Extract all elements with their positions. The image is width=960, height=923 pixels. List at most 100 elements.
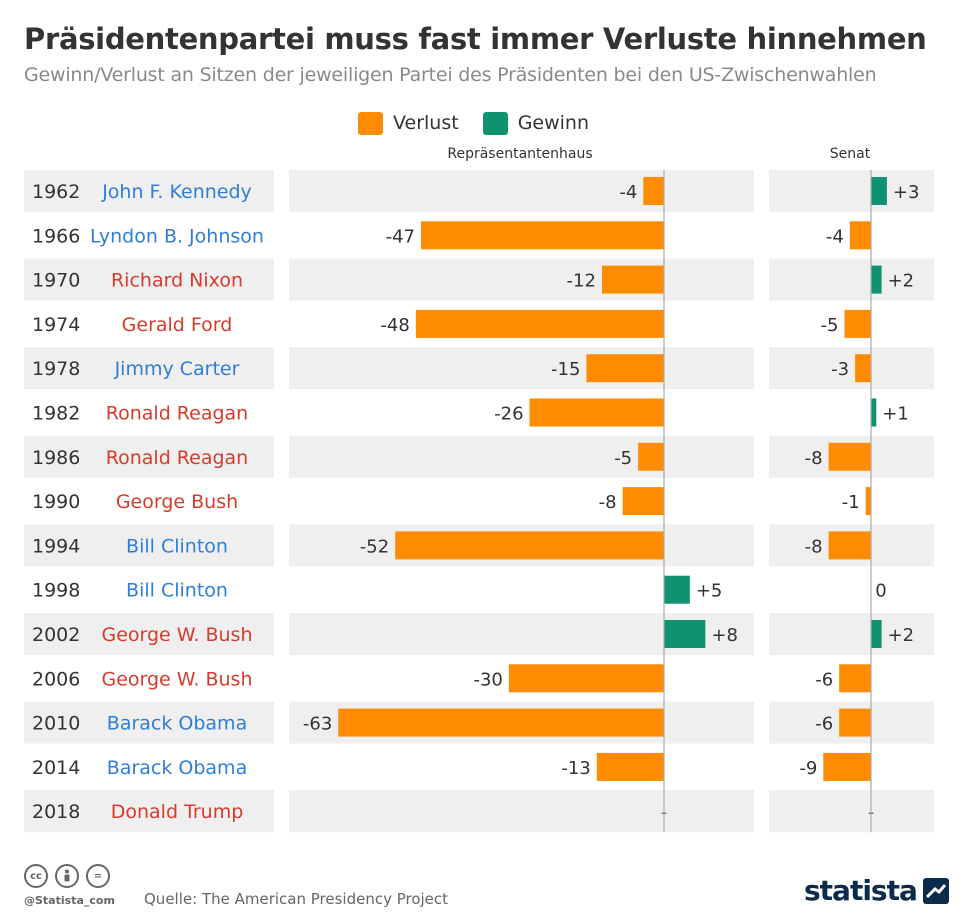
statista-logo-icon bbox=[922, 877, 949, 904]
president-label: Bill Clinton bbox=[126, 535, 228, 557]
legend-gain-label: Gewinn bbox=[517, 112, 590, 134]
house-value-label: +5 bbox=[696, 581, 723, 602]
senate-bar bbox=[871, 398, 877, 427]
president-label: John F. Kennedy bbox=[101, 181, 252, 203]
house-value-label: -48 bbox=[380, 315, 409, 336]
senate-band bbox=[769, 170, 934, 212]
senate-bar bbox=[839, 708, 871, 737]
senate-value-label: -4 bbox=[826, 226, 844, 247]
label-band bbox=[24, 790, 274, 833]
house-value-label: -47 bbox=[386, 226, 415, 247]
house-bar bbox=[664, 575, 690, 604]
label-band bbox=[24, 170, 274, 212]
senate-value-label: +2 bbox=[888, 271, 915, 292]
house-bar bbox=[529, 398, 664, 427]
senate-value-label: +3 bbox=[893, 182, 920, 203]
year-label: 1966 bbox=[32, 225, 80, 247]
senate-value-label: -8 bbox=[805, 448, 823, 469]
house-value-label: -30 bbox=[473, 669, 502, 690]
house-value-label: -12 bbox=[567, 271, 596, 292]
house-value-label: -63 bbox=[303, 714, 332, 735]
statista-handle: @Statista_com bbox=[24, 894, 115, 907]
person-icon bbox=[55, 864, 79, 888]
house-band bbox=[289, 435, 754, 478]
year-label: 1990 bbox=[32, 491, 80, 513]
statista-logo[interactable]: statista bbox=[804, 874, 949, 907]
house-band bbox=[289, 170, 754, 212]
year-label: 2018 bbox=[32, 801, 80, 823]
senate-column-header: Senat bbox=[829, 146, 871, 162]
house-value-label: -15 bbox=[551, 359, 580, 380]
label-band bbox=[24, 524, 274, 567]
year-label: 1962 bbox=[32, 181, 80, 203]
house-value-label: -5 bbox=[614, 448, 632, 469]
house-band bbox=[289, 347, 754, 390]
year-label: 1978 bbox=[32, 358, 80, 380]
house-value-label: +8 bbox=[711, 625, 738, 646]
label-band bbox=[24, 258, 274, 301]
house-value-label: -8 bbox=[599, 492, 617, 513]
president-label: Barack Obama bbox=[107, 757, 247, 779]
senate-bar bbox=[849, 221, 871, 250]
president-label: Ronald Reagan bbox=[106, 403, 248, 425]
senate-bar bbox=[828, 531, 871, 560]
president-label: Lyndon B. Johnson bbox=[90, 225, 264, 247]
senate-band bbox=[769, 613, 934, 655]
house-bar bbox=[596, 752, 664, 781]
house-band bbox=[289, 790, 754, 833]
house-bar bbox=[338, 708, 664, 737]
house-bar bbox=[508, 664, 664, 693]
house-value-label: -4 bbox=[619, 182, 637, 203]
year-label: 1998 bbox=[32, 580, 80, 602]
president-label: Gerald Ford bbox=[122, 314, 233, 336]
senate-value-label: -6 bbox=[815, 669, 833, 690]
senate-bar bbox=[823, 752, 871, 781]
gain-swatch bbox=[482, 111, 508, 135]
senate-bar bbox=[871, 177, 887, 205]
house-value-label: -52 bbox=[360, 536, 389, 557]
logo-text: statista bbox=[804, 874, 918, 907]
senate-value-label: -6 bbox=[815, 714, 833, 735]
senate-value-label: +1 bbox=[882, 404, 909, 425]
senate-bar bbox=[865, 487, 871, 516]
senate-band bbox=[769, 347, 934, 390]
house-bar bbox=[664, 620, 706, 648]
house-bar bbox=[421, 221, 664, 250]
president-label: Ronald Reagan bbox=[106, 447, 248, 469]
midterm-bar-chart: 1962 John F. Kennedy -4 +3 1966 Lyndon B. Joh… bbox=[24, 170, 934, 833]
senate-value-label: 0 bbox=[875, 581, 886, 602]
house-bar bbox=[643, 177, 664, 205]
senate-band bbox=[769, 790, 934, 833]
year-label: 1970 bbox=[32, 270, 80, 292]
senate-bar bbox=[855, 354, 871, 383]
legend: Verlust Gewinn bbox=[358, 110, 613, 136]
president-label: George W. Bush bbox=[101, 624, 252, 646]
year-label: 2014 bbox=[32, 757, 80, 779]
equals-icon: = bbox=[86, 864, 110, 888]
house-value-label: -13 bbox=[561, 758, 590, 779]
house-bar bbox=[395, 531, 664, 560]
senate-bar bbox=[844, 309, 871, 338]
president-label: George Bush bbox=[116, 491, 238, 513]
source-note: Quelle: The American Presidency Project bbox=[144, 890, 449, 908]
house-value-label: -26 bbox=[494, 404, 523, 425]
legend-item-gain: Gewinn bbox=[482, 111, 590, 135]
senate-value-label: -1 bbox=[842, 492, 860, 513]
senate-bar bbox=[839, 664, 871, 693]
chart-title: Präsidentenpartei muss fast immer Verlus… bbox=[24, 22, 927, 56]
senate-value-label: -8 bbox=[805, 536, 823, 557]
house-column-header: Repräsentantenhaus bbox=[447, 146, 593, 162]
senate-value-label: -9 bbox=[799, 758, 817, 779]
senate-bar bbox=[828, 442, 871, 471]
year-label: 2010 bbox=[32, 713, 80, 735]
senate-bar bbox=[871, 265, 882, 294]
house-bar bbox=[586, 354, 664, 383]
label-band bbox=[24, 701, 274, 744]
year-label: 1974 bbox=[32, 314, 80, 336]
president-label: Richard Nixon bbox=[111, 270, 243, 292]
chart-subtitle: Gewinn/Verlust an Sitzen der jeweiligen … bbox=[24, 64, 877, 86]
house-bar bbox=[415, 309, 664, 338]
house-bar bbox=[601, 265, 664, 294]
house-bar bbox=[638, 442, 664, 471]
president-label: Donald Trump bbox=[111, 801, 244, 823]
